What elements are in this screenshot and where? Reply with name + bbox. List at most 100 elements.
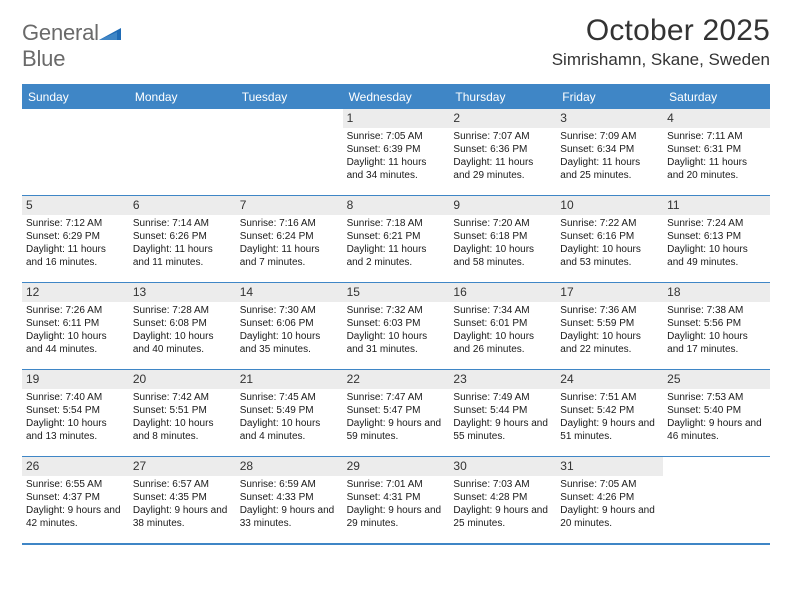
daylight-line: Daylight: 11 hours and 25 minutes. [560, 157, 659, 183]
calendar-cell: 25Sunrise: 7:53 AMSunset: 5:40 PMDayligh… [663, 370, 770, 456]
day-header: Thursday [449, 86, 556, 109]
day-number: 10 [556, 196, 663, 215]
sunset-line: Sunset: 6:26 PM [133, 231, 232, 244]
sunset-line: Sunset: 6:31 PM [667, 144, 766, 157]
sunset-line: Sunset: 6:39 PM [347, 144, 446, 157]
sunset-line: Sunset: 6:13 PM [667, 231, 766, 244]
sunrise-line: Sunrise: 7:42 AM [133, 392, 232, 405]
day-number: 21 [236, 370, 343, 389]
title-block: October 2025 Simrishamn, Skane, Sweden [552, 14, 770, 70]
daylight-line: Daylight: 9 hours and 51 minutes. [560, 418, 659, 444]
brand-seg2: Blue [22, 46, 65, 71]
calendar-cell: 6 Sunrise: 7:14 AMSunset: 6:26 PMDaylight… [129, 196, 236, 282]
daylight-line: Daylight: 9 hours and 20 minutes. [560, 505, 659, 531]
calendar-cell: 31Sunrise: 7:05 AMSunset: 4:26 PMDayligh… [556, 457, 663, 543]
sunset-line: Sunset: 5:44 PM [453, 405, 552, 418]
logo-shape-icon [99, 20, 121, 46]
daylight-line: Daylight: 10 hours and 26 minutes. [453, 331, 552, 357]
calendar-cell: 17Sunrise: 7:36 AMSunset: 5:59 PMDayligh… [556, 283, 663, 369]
daylight-line: Daylight: 11 hours and 34 minutes. [347, 157, 446, 183]
daylight-line: Daylight: 10 hours and 40 minutes. [133, 331, 232, 357]
day-number: 19 [22, 370, 129, 389]
calendar-cell [129, 109, 236, 195]
daylight-line: Daylight: 9 hours and 59 minutes. [347, 418, 446, 444]
day-number: 2 [449, 109, 556, 128]
calendar-cell: 16Sunrise: 7:34 AMSunset: 6:01 PMDayligh… [449, 283, 556, 369]
sunset-line: Sunset: 4:35 PM [133, 492, 232, 505]
sunset-line: Sunset: 4:26 PM [560, 492, 659, 505]
day-number: 24 [556, 370, 663, 389]
sunset-line: Sunset: 5:54 PM [26, 405, 125, 418]
daylight-line: Daylight: 9 hours and 29 minutes. [347, 505, 446, 531]
day-number: 13 [129, 283, 236, 302]
sunrise-line: Sunrise: 7:14 AM [133, 218, 232, 231]
daylight-line: Daylight: 10 hours and 35 minutes. [240, 331, 339, 357]
daylight-line: Daylight: 10 hours and 58 minutes. [453, 244, 552, 270]
calendar-week: 1Sunrise: 7:05 AMSunset: 6:39 PMDaylight… [22, 109, 770, 195]
sunrise-line: Sunrise: 7:38 AM [667, 305, 766, 318]
sunset-line: Sunset: 4:37 PM [26, 492, 125, 505]
daylight-line: Daylight: 10 hours and 49 minutes. [667, 244, 766, 270]
sunrise-line: Sunrise: 7:12 AM [26, 218, 125, 231]
sunset-line: Sunset: 6:16 PM [560, 231, 659, 244]
daylight-line: Daylight: 9 hours and 42 minutes. [26, 505, 125, 531]
brand-logo: GeneralBlue [22, 14, 121, 72]
sunset-line: Sunset: 6:36 PM [453, 144, 552, 157]
sunrise-line: Sunrise: 7:05 AM [347, 131, 446, 144]
calendar-cell: 20Sunrise: 7:42 AMSunset: 5:51 PMDayligh… [129, 370, 236, 456]
day-number: 3 [556, 109, 663, 128]
calendar-cell: 3Sunrise: 7:09 AMSunset: 6:34 PMDaylight… [556, 109, 663, 195]
daylight-line: Daylight: 11 hours and 11 minutes. [133, 244, 232, 270]
daylight-line: Daylight: 9 hours and 46 minutes. [667, 418, 766, 444]
daylight-line: Daylight: 11 hours and 7 minutes. [240, 244, 339, 270]
sunrise-line: Sunrise: 7:03 AM [453, 479, 552, 492]
daylight-line: Daylight: 10 hours and 4 minutes. [240, 418, 339, 444]
sunrise-line: Sunrise: 7:53 AM [667, 392, 766, 405]
calendar-body: 1Sunrise: 7:05 AMSunset: 6:39 PMDaylight… [22, 109, 770, 543]
sunset-line: Sunset: 5:47 PM [347, 405, 446, 418]
calendar-cell: 12Sunrise: 7:26 AMSunset: 6:11 PMDayligh… [22, 283, 129, 369]
calendar-week: 26Sunrise: 6:55 AMSunset: 4:37 PMDayligh… [22, 456, 770, 543]
sunrise-line: Sunrise: 7:51 AM [560, 392, 659, 405]
calendar-cell [22, 109, 129, 195]
header: GeneralBlue October 2025 Simrishamn, Ska… [22, 14, 770, 72]
sunrise-line: Sunrise: 6:55 AM [26, 479, 125, 492]
day-number: 29 [343, 457, 450, 476]
calendar-cell: 9Sunrise: 7:20 AMSunset: 6:18 PMDaylight… [449, 196, 556, 282]
calendar-cell [236, 109, 343, 195]
daylight-line: Daylight: 10 hours and 17 minutes. [667, 331, 766, 357]
calendar-week: 19 Sunrise: 7:40 AMSunset: 5:54 PM Dayligh… [22, 369, 770, 456]
day-header: Wednesday [343, 86, 450, 109]
day-number: 9 [449, 196, 556, 215]
day-number: 7 [236, 196, 343, 215]
calendar: SundayMondayTuesdayWednesdayThursdayFrid… [22, 84, 770, 545]
location-label: Simrishamn, Skane, Sweden [552, 50, 770, 70]
day-header: Saturday [663, 86, 770, 109]
sunrise-line: Sunrise: 7:01 AM [347, 479, 446, 492]
calendar-cell: 30Sunrise: 7:03 AMSunset: 4:28 PMDayligh… [449, 457, 556, 543]
daylight-line: Daylight: 10 hours and 31 minutes. [347, 331, 446, 357]
daylight-line: Daylight: 11 hours and 16 minutes. [26, 244, 125, 270]
sunset-line: Sunset: 5:56 PM [667, 318, 766, 331]
sunrise-line: Sunrise: 7:40 AM [26, 392, 125, 405]
calendar-page: GeneralBlue October 2025 Simrishamn, Ska… [0, 0, 792, 545]
day-header: Friday [556, 86, 663, 109]
calendar-cell: 4Sunrise: 7:11 AMSunset: 6:31 PMDaylight… [663, 109, 770, 195]
day-number: 6 [129, 196, 236, 215]
sunset-line: Sunset: 6:01 PM [453, 318, 552, 331]
sunrise-line: Sunrise: 7:49 AM [453, 392, 552, 405]
daylight-line: Daylight: 10 hours and 53 minutes. [560, 244, 659, 270]
sunset-line: Sunset: 6:11 PM [26, 318, 125, 331]
calendar-cell: 15Sunrise: 7:32 AMSunset: 6:03 PMDayligh… [343, 283, 450, 369]
calendar-cell: 19Sunrise: 7:40 AMSunset: 5:54 PMDayligh… [22, 370, 129, 456]
day-number: 8 [343, 196, 450, 215]
day-header: Tuesday [236, 86, 343, 109]
sunset-line: Sunset: 6:24 PM [240, 231, 339, 244]
brand-text: GeneralBlue [22, 20, 121, 72]
sunset-line: Sunset: 6:06 PM [240, 318, 339, 331]
daylight-line: Daylight: 9 hours and 25 minutes. [453, 505, 552, 531]
sunrise-line: Sunrise: 7:34 AM [453, 305, 552, 318]
daylight-line: Daylight: 9 hours and 55 minutes. [453, 418, 552, 444]
day-header: Monday [129, 86, 236, 109]
daylight-line: Daylight: 9 hours and 33 minutes. [240, 505, 339, 531]
